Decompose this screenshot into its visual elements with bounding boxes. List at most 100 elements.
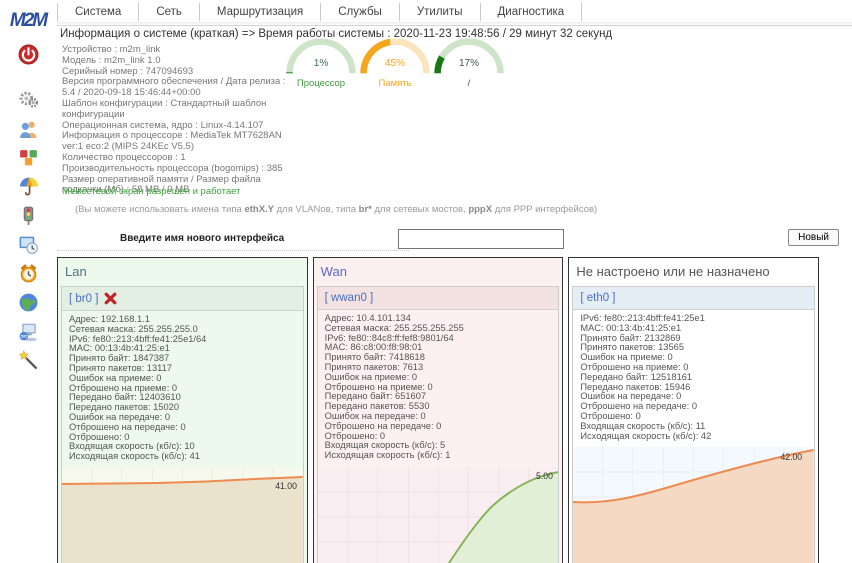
- detail-line: Отброшено на приеме: 0: [69, 382, 178, 393]
- interface-link-eth0[interactable]: [ eth0 ]: [580, 292, 616, 304]
- nav-tab[interactable]: Утилиты: [400, 3, 481, 21]
- detail-line: Передано байт: 12518161: [580, 371, 693, 382]
- detail-line: Исходящая скорость (кб/с): 1: [324, 450, 451, 461]
- interface-columns: Lan [ br0 ] Адрес: 192.168.1.1 Сетевая ма…: [57, 257, 820, 563]
- note-text: для VLANов, типа: [274, 204, 359, 215]
- detail-line: Отброшено: 0: [324, 430, 386, 441]
- detail-line: Передано пакетов: 15020: [69, 402, 179, 413]
- detail-line: Принято байт: 7418618: [324, 352, 425, 363]
- detail-line: Передано пакетов: 5530: [324, 401, 430, 412]
- power-icon[interactable]: [18, 44, 39, 65]
- wan-traffic-chart: 5.00: [317, 466, 559, 563]
- nav-tab[interactable]: Система: [58, 3, 140, 21]
- detail-line: Входящая скорость (кб/с): 5: [324, 440, 446, 451]
- gauge-cpu-value: 1%: [313, 58, 329, 69]
- note-ethxy: ethX.Y: [244, 204, 274, 215]
- new-interface-input[interactable]: [398, 229, 564, 249]
- detail-line: MAC: 86:c8:00:f8:98:01: [324, 342, 423, 353]
- system-info-line: Серийный номер : 747094693: [62, 65, 194, 77]
- detail-line: Адрес: 10.4.101.134: [324, 313, 411, 323]
- gauge-rootfs: 17% /: [432, 36, 506, 94]
- page-title: Информация о системе (краткая) => Время …: [60, 28, 613, 40]
- detail-line: Сетевая маска: 255.255.255.255: [324, 322, 464, 333]
- lan-traffic-chart: 41.00: [62, 467, 303, 563]
- system-info-line: Производительность процессора (bogomips)…: [62, 162, 283, 174]
- detail-line: Исходящая скорость (кб/с): 42: [580, 430, 712, 441]
- lan-interface-details: Адрес: 192.168.1.1 Сетевая маска: 255.255…: [62, 311, 303, 468]
- detail-line: Отброшено на приеме: 0: [324, 381, 433, 392]
- detail-line: Отброшено: 0: [580, 410, 641, 421]
- system-info-line: Информация о процессоре : MediaTek MT762…: [62, 130, 282, 153]
- detail-line: Отброшено на передаче: 0: [324, 420, 442, 431]
- detail-line: Исходящая скорость (кб/с): 41: [69, 451, 200, 462]
- unassigned-interface-details: IPv6: fe80::213:4bff:fe41:25e1 MAC: 00:13…: [573, 310, 814, 447]
- detail-line: Принято пакетов: 7613: [324, 361, 424, 372]
- detail-line: IPv6: fe80::213:4bff:fe41:25e1: [580, 313, 705, 323]
- system-info-line: Устройство : m2m_link: [62, 44, 161, 55]
- m2m-logo[interactable]: M2M: [9, 10, 48, 31]
- detail-line: Входящая скорость (кб/с): 10: [69, 441, 195, 452]
- detail-line: Принято байт: 1847387: [69, 353, 170, 364]
- alarm-clock-icon[interactable]: [18, 263, 39, 284]
- nav-tab[interactable]: Маршрутизация: [200, 3, 322, 21]
- settings-gears-icon[interactable]: [18, 89, 39, 110]
- wan-interface-card: [ wwan0 ] Адрес: 10.4.101.134 Сетевая мас…: [316, 286, 560, 563]
- unassigned-interface-card: [ eth0 ] IPv6: fe80::213:4bff:fe41:25e1 M…: [572, 286, 816, 563]
- detail-line: Принято байт: 2132869: [580, 332, 681, 343]
- gauge-rootfs-value: 17%: [458, 58, 479, 69]
- system-info-line: Количество процессоров : 1: [62, 151, 186, 163]
- traffic-light-icon[interactable]: [18, 205, 39, 226]
- system-info: Устройство : m2m_link Модель : m2m_link 1…: [62, 44, 300, 196]
- gauge-memory: 45% Память: [358, 36, 432, 94]
- note-pppx: pppX: [468, 204, 493, 215]
- new-interface-row: Введите имя нового интерфейса Новый: [57, 229, 839, 253]
- schedule-monitor-icon[interactable]: [18, 234, 39, 255]
- new-interface-button[interactable]: Новый: [788, 229, 839, 246]
- gauge-cpu: 1% Процессор: [284, 36, 358, 94]
- detail-line: Принято пакетов: 13565: [580, 342, 684, 353]
- firewall-status: Межсетевой экран разрешен и работает: [62, 186, 241, 197]
- detail-line: Ошибок на передаче: 0: [580, 391, 682, 402]
- detail-line: Входящая скорость (кб/с): 11: [580, 420, 706, 431]
- lan-interface-card: [ br0 ] Адрес: 192.168.1.1 Сетевая маска:…: [61, 286, 304, 563]
- modules-icon[interactable]: [18, 147, 39, 168]
- detail-line: IPv6: fe80::213:4bff:fe41:25e1/64: [69, 333, 207, 344]
- umbrella-icon[interactable]: [18, 176, 39, 197]
- lan-column: Lan [ br0 ] Адрес: 192.168.1.1 Сетевая ма…: [57, 257, 308, 563]
- detail-line: MAC: 00:13:4b:41:25:e1: [580, 322, 682, 333]
- system-info-line: Шаблон конфигурации : Стандартный шаблон…: [62, 97, 267, 120]
- chart-value-label: 42.00: [781, 452, 803, 462]
- detail-line: Отброшено на передаче: 0: [69, 421, 186, 432]
- interface-naming-note: (Вы можете использовать имена типа ethX.…: [75, 204, 597, 215]
- wan-card-header: [ wwan0 ]: [317, 287, 559, 310]
- globe-icon[interactable]: [18, 292, 39, 313]
- detail-line: Адрес: 192.168.1.1: [69, 314, 150, 324]
- magic-wand-icon[interactable]: [18, 350, 39, 371]
- nav-tab[interactable]: Диагностика: [481, 3, 583, 21]
- wan-column-title: Wan: [320, 264, 347, 279]
- network-computer-icon[interactable]: [18, 321, 39, 342]
- detail-line: Отброшено на передаче: 0: [580, 401, 697, 412]
- sidebar: M2M: [0, 0, 56, 563]
- detail-line: Ошибок на передаче: 0: [69, 411, 170, 422]
- interface-link-br0[interactable]: [ br0 ]: [69, 292, 99, 305]
- top-nav: Система Сеть Маршрутизация Службы Утилиты Диа…: [57, 3, 583, 21]
- gauge-memory-value: 45%: [384, 58, 405, 69]
- nav-tab[interactable]: Сеть: [139, 3, 200, 21]
- nav-tab[interactable]: Службы: [321, 3, 400, 21]
- note-text: (Вы можете использовать имена типа: [75, 204, 245, 215]
- gauge-memory-label: Память: [378, 78, 412, 89]
- detail-line: Отброшено: 0: [69, 431, 130, 442]
- detail-line: Передано байт: 651607: [324, 391, 427, 402]
- system-info-line: Версия программного обеспечения / Дата р…: [62, 76, 286, 99]
- interface-link-wwan0[interactable]: [ wwan0 ]: [324, 292, 374, 304]
- new-interface-label: Введите имя нового интерфейса: [120, 233, 285, 244]
- detail-line: Ошибок на приеме: 0: [324, 371, 418, 382]
- users-icon[interactable]: [18, 118, 39, 139]
- system-info-line: Размер оперативной памяти / Размер файла…: [62, 173, 261, 196]
- lan-column-title: Lan: [65, 264, 87, 279]
- lan-card-header: [ br0 ]: [62, 287, 303, 311]
- dotted-separator: [57, 250, 409, 251]
- delete-interface-icon[interactable]: [104, 292, 117, 305]
